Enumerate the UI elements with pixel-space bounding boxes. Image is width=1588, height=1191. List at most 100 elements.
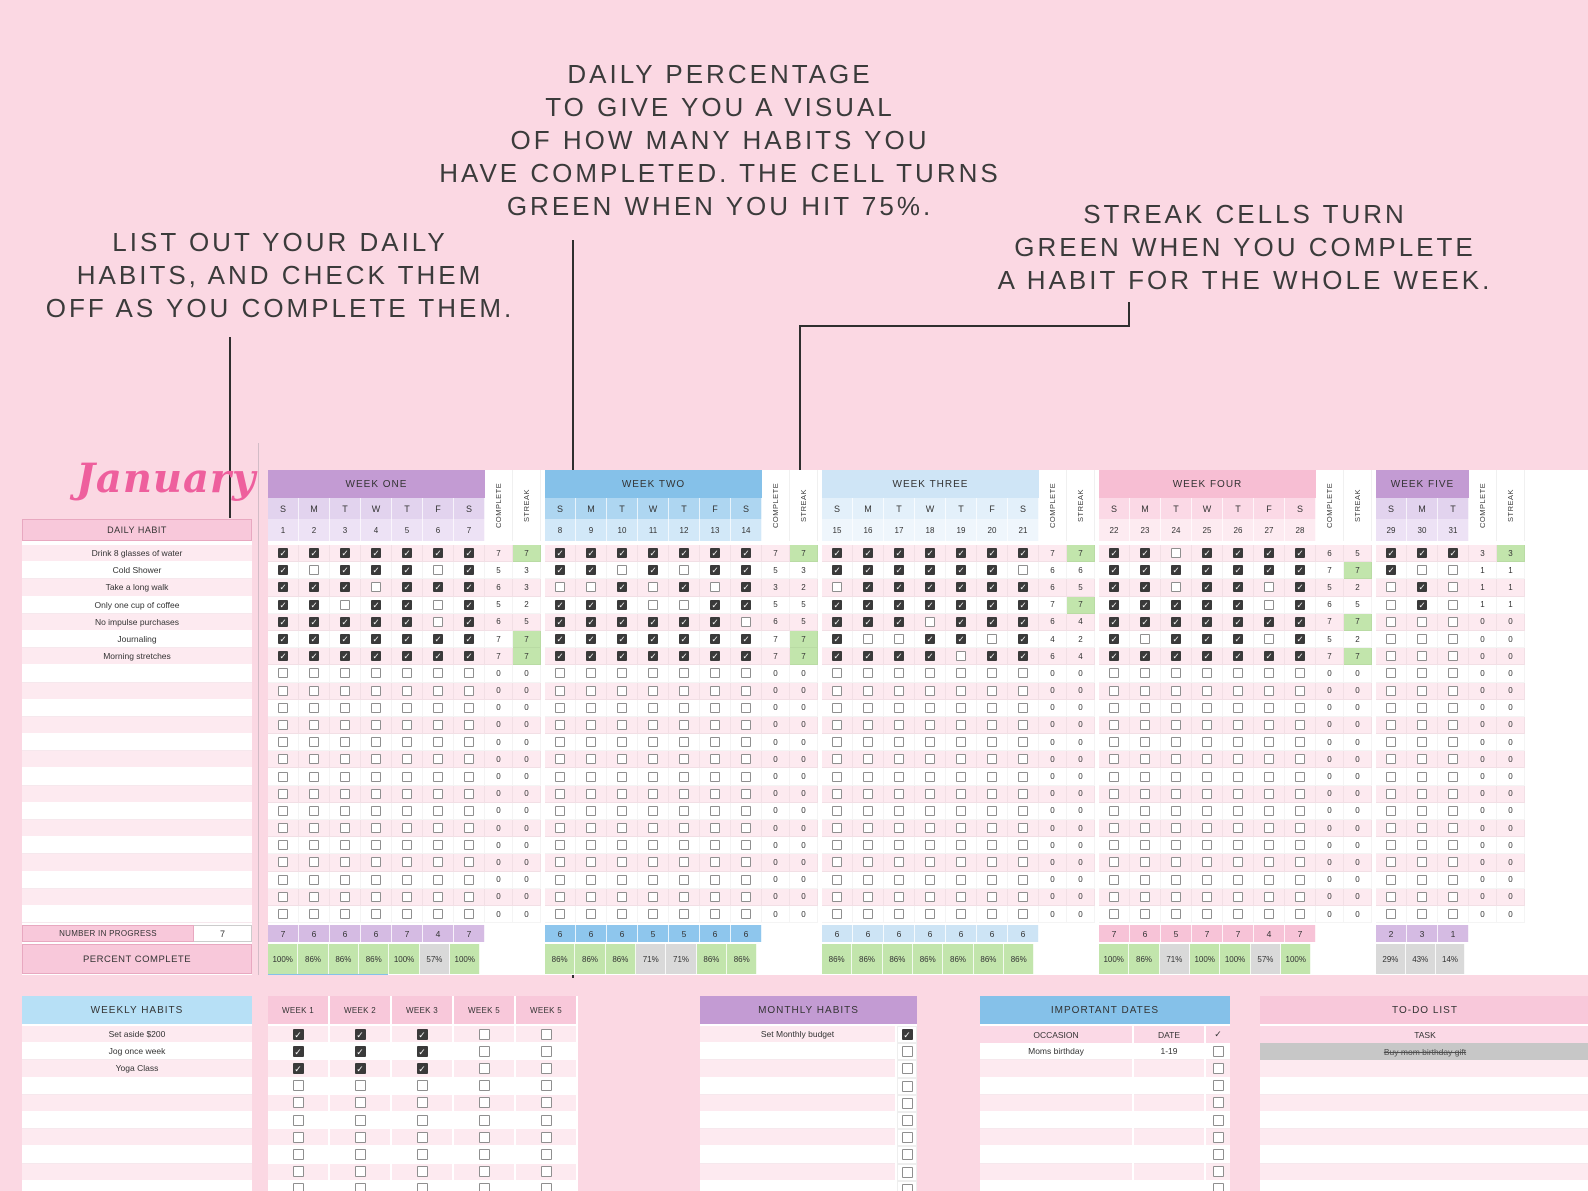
week-check-checkbox[interactable] <box>478 1028 490 1040</box>
habit-checkbox[interactable]: ✓ <box>832 616 842 627</box>
habit-checkbox[interactable] <box>987 891 997 902</box>
habit-checkbox[interactable] <box>464 840 474 851</box>
habit-checkbox[interactable] <box>894 823 904 834</box>
habit-checkbox[interactable] <box>586 909 596 920</box>
habit-checkbox[interactable] <box>371 702 381 713</box>
week-check-checkbox[interactable] <box>354 1183 366 1191</box>
habit-checkbox[interactable] <box>1018 685 1028 696</box>
habit-checkbox[interactable]: ✓ <box>402 565 412 576</box>
habit-checkbox[interactable]: ✓ <box>1140 651 1150 662</box>
habit-checkbox[interactable] <box>1417 823 1427 834</box>
habit-checkbox[interactable]: ✓ <box>1202 634 1212 645</box>
habit-checkbox[interactable] <box>925 668 935 679</box>
habit-checkbox[interactable]: ✓ <box>1109 548 1119 559</box>
habit-checkbox[interactable] <box>433 857 443 868</box>
habit-checkbox[interactable] <box>1171 771 1181 782</box>
habit-checkbox[interactable] <box>1018 823 1028 834</box>
week-check-checkbox[interactable] <box>292 1166 304 1178</box>
habit-checkbox[interactable] <box>832 668 842 679</box>
habit-checkbox[interactable] <box>371 668 381 679</box>
habit-checkbox[interactable] <box>1417 788 1427 799</box>
habit-checkbox[interactable]: ✓ <box>1233 651 1243 662</box>
habit-checkbox[interactable] <box>648 909 658 920</box>
habit-checkbox[interactable] <box>1140 702 1150 713</box>
habit-checkbox[interactable] <box>555 771 565 782</box>
habit-checkbox[interactable] <box>309 857 319 868</box>
habit-checkbox[interactable] <box>1295 857 1305 868</box>
habit-checkbox[interactable] <box>956 874 966 885</box>
habit-checkbox[interactable]: ✓ <box>464 565 474 576</box>
habit-checkbox[interactable]: ✓ <box>1295 548 1305 559</box>
habit-checkbox[interactable] <box>1202 668 1212 679</box>
habit-checkbox[interactable] <box>987 857 997 868</box>
habit-checkbox[interactable] <box>555 909 565 920</box>
habit-checkbox[interactable] <box>309 737 319 748</box>
habit-checkbox[interactable] <box>1295 771 1305 782</box>
habit-checkbox[interactable] <box>1295 719 1305 730</box>
habit-checkbox[interactable]: ✓ <box>987 651 997 662</box>
habit-checkbox[interactable] <box>1417 737 1427 748</box>
habit-checkbox[interactable]: ✓ <box>894 599 904 610</box>
habit-checkbox[interactable] <box>863 891 873 902</box>
week-check-checkbox[interactable] <box>478 1166 490 1178</box>
habit-checkbox[interactable]: ✓ <box>679 548 689 559</box>
habit-checkbox[interactable] <box>1140 719 1150 730</box>
habit-checkbox[interactable] <box>832 582 842 593</box>
habit-checkbox[interactable]: ✓ <box>278 548 288 559</box>
habit-checkbox[interactable] <box>863 685 873 696</box>
habit-checkbox[interactable] <box>741 874 751 885</box>
habit-checkbox[interactable] <box>402 874 412 885</box>
habit-checkbox[interactable]: ✓ <box>679 582 689 593</box>
habit-checkbox[interactable] <box>987 754 997 765</box>
habit-checkbox[interactable] <box>1417 771 1427 782</box>
week-check-checkbox[interactable] <box>540 1131 552 1143</box>
habit-checkbox[interactable] <box>741 737 751 748</box>
habit-checkbox[interactable] <box>1448 771 1458 782</box>
habit-checkbox[interactable] <box>648 891 658 902</box>
habit-checkbox[interactable]: ✓ <box>1417 548 1427 559</box>
habit-checkbox[interactable]: ✓ <box>741 548 751 559</box>
habit-checkbox[interactable] <box>1448 823 1458 834</box>
habit-checkbox[interactable]: ✓ <box>1233 616 1243 627</box>
habit-checkbox[interactable] <box>309 702 319 713</box>
habit-checkbox[interactable] <box>1233 874 1243 885</box>
habit-checkbox[interactable] <box>617 668 627 679</box>
habit-checkbox[interactable] <box>1140 891 1150 902</box>
habit-checkbox[interactable]: ✓ <box>710 616 720 627</box>
habit-checkbox[interactable] <box>1264 719 1274 730</box>
habit-checkbox[interactable] <box>309 909 319 920</box>
habit-checkbox[interactable] <box>894 857 904 868</box>
habit-checkbox[interactable] <box>309 685 319 696</box>
habit-checkbox[interactable] <box>863 754 873 765</box>
habit-checkbox[interactable]: ✓ <box>863 616 873 627</box>
habit-checkbox[interactable] <box>741 857 751 868</box>
habit-checkbox[interactable] <box>586 702 596 713</box>
week-check-checkbox[interactable] <box>416 1114 428 1126</box>
habit-checkbox[interactable]: ✓ <box>1295 651 1305 662</box>
habit-checkbox[interactable] <box>894 805 904 816</box>
habit-checkbox[interactable]: ✓ <box>1417 599 1427 610</box>
week-check-checkbox[interactable] <box>416 1080 428 1092</box>
habit-checkbox[interactable] <box>1417 891 1427 902</box>
habit-checkbox[interactable]: ✓ <box>371 634 381 645</box>
habit-checkbox[interactable]: ✓ <box>1386 565 1396 576</box>
habit-checkbox[interactable] <box>278 788 288 799</box>
habit-checkbox[interactable] <box>648 737 658 748</box>
monthly-habit-checkbox[interactable] <box>901 1063 913 1075</box>
habit-checkbox[interactable] <box>1386 685 1396 696</box>
habit-checkbox[interactable] <box>1264 668 1274 679</box>
habit-checkbox[interactable] <box>309 805 319 816</box>
habit-checkbox[interactable]: ✓ <box>1264 565 1274 576</box>
habit-checkbox[interactable] <box>832 857 842 868</box>
habit-checkbox[interactable]: ✓ <box>1140 599 1150 610</box>
habit-checkbox[interactable] <box>894 874 904 885</box>
habit-checkbox[interactable] <box>987 874 997 885</box>
habit-checkbox[interactable] <box>648 719 658 730</box>
habit-checkbox[interactable] <box>925 874 935 885</box>
habit-checkbox[interactable] <box>1295 685 1305 696</box>
habit-checkbox[interactable] <box>278 823 288 834</box>
habit-checkbox[interactable]: ✓ <box>278 582 288 593</box>
habit-checkbox[interactable] <box>464 874 474 885</box>
habit-checkbox[interactable] <box>1140 805 1150 816</box>
habit-checkbox[interactable] <box>1295 805 1305 816</box>
